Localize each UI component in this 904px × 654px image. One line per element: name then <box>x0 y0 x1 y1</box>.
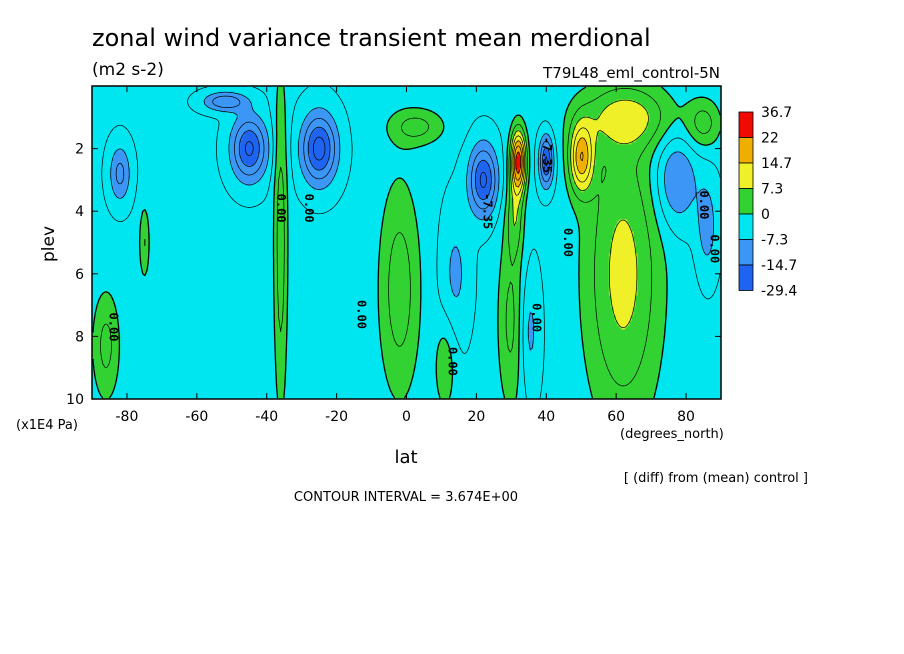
x-tick-label: 60 <box>607 409 625 425</box>
colorbar-label: 14.7 <box>761 156 792 172</box>
x-tick-label: -40 <box>255 409 278 425</box>
colorbar-swatch <box>738 188 754 215</box>
contour-label: -7.35 <box>480 193 494 229</box>
colorbar-label: -7.3 <box>761 233 788 249</box>
contour-line <box>100 88 712 387</box>
x-tick-label: -20 <box>325 409 348 425</box>
contour-field <box>92 86 721 399</box>
contour-line <box>244 136 548 188</box>
colorbar-label: 7.3 <box>761 182 783 198</box>
x-axis-units: (degrees_north) <box>620 427 724 442</box>
colorbar: 36.7 22 14.7 7.3 0 -7.3 -14.7 -29.4 <box>738 105 797 300</box>
y-axis-label: plev <box>39 226 59 262</box>
y-axis-ticks: 2 4 6 8 10 <box>66 142 721 408</box>
contour-label: 0.00 <box>355 300 369 329</box>
diff-note: [ (diff) from (mean) control ] <box>624 471 808 486</box>
colorbar-swatch <box>738 213 754 240</box>
x-tick-label: 0 <box>402 409 411 425</box>
colorbar-label: 22 <box>761 131 779 147</box>
contour-line <box>92 86 721 399</box>
y-tick-label: 6 <box>75 267 84 283</box>
colorbar-label: -14.7 <box>761 258 797 274</box>
contour-line <box>512 137 589 188</box>
colorbar-swatch <box>738 162 754 189</box>
y-tick-label: 10 <box>66 392 84 408</box>
colorbar-swatch <box>738 264 754 291</box>
colorbar-swatch <box>738 239 754 266</box>
contour-label: 0.00 <box>445 347 459 376</box>
contour-label: 0.00 <box>274 194 288 223</box>
contour-label: 0.00 <box>302 194 316 223</box>
contour-line <box>515 151 522 174</box>
chart-title: zonal wind variance transient mean merdi… <box>92 24 651 52</box>
contour-line <box>101 86 721 399</box>
contour-label: 0.00 <box>107 313 121 342</box>
y-tick-label: 2 <box>75 142 84 158</box>
contour-line <box>513 145 584 181</box>
x-axis-ticks: -80 -60 -40 -20 0 20 40 60 80 <box>116 86 695 425</box>
colorbar-label: -29.4 <box>761 284 797 300</box>
x-axis-label: lat <box>394 447 417 468</box>
contour-interval: CONTOUR INTERVAL = 3.674E+00 <box>294 490 518 505</box>
contour-label: -7.35 <box>540 137 554 173</box>
contour-line <box>110 91 714 351</box>
plot-area: 0.00 0.00 0.00 0.00 0.00 -7.35 0.00 -7.35 0.00 0.… <box>66 85 722 425</box>
contour-line <box>238 126 551 200</box>
contour-line <box>511 127 592 196</box>
x-tick-label: 40 <box>537 409 555 425</box>
units-label: (m2 s-2) <box>92 60 164 80</box>
x-tick-label: -60 <box>185 409 208 425</box>
y-axis-units: (x1E4 Pa) <box>16 418 78 433</box>
y-tick-label: 8 <box>75 329 84 345</box>
contour-labels: 0.00 0.00 0.00 0.00 0.00 -7.35 0.00 -7.35 0.00 0.… <box>107 137 722 376</box>
contour-label: 0.00 <box>697 190 711 219</box>
contour-label: 0.00 <box>708 234 722 263</box>
contour-line <box>510 99 649 328</box>
y-tick-label: 4 <box>75 204 84 220</box>
contour-label: 0.00 <box>529 303 543 332</box>
x-tick-label: 20 <box>467 409 485 425</box>
colorbar-label: 36.7 <box>761 105 792 121</box>
colorbar-label: 0 <box>761 207 770 223</box>
contour-lines <box>92 86 721 399</box>
experiment-label: T79L48_eml_control-5N <box>542 64 720 83</box>
x-tick-label: 80 <box>677 409 695 425</box>
contour-line <box>115 95 553 210</box>
contour-label: 0.00 <box>561 228 575 257</box>
x-tick-label: -80 <box>116 409 139 425</box>
colorbar-swatch <box>738 137 754 164</box>
colorbar-swatch <box>738 111 754 138</box>
